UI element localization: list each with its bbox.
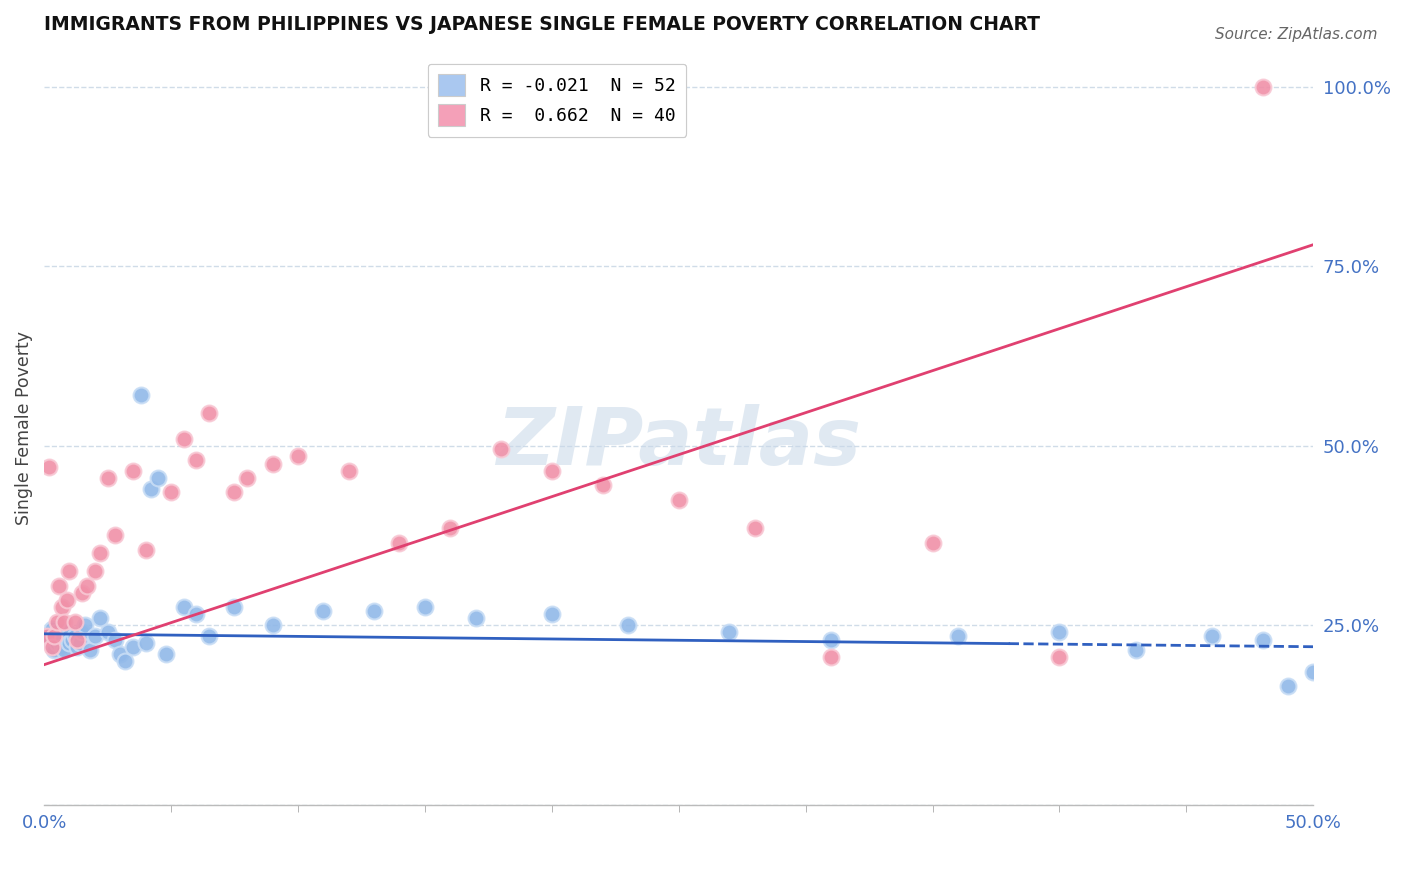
- Point: [1251, 632, 1274, 647]
- Point: [617, 618, 640, 632]
- Point: [53, 643, 76, 657]
- Point: [464, 611, 486, 625]
- Point: [122, 640, 145, 654]
- Point: [66, 632, 89, 647]
- Point: [51, 640, 73, 654]
- Point: [63, 629, 86, 643]
- Point: [97, 471, 120, 485]
- Point: [44, 640, 66, 654]
- Point: [45, 636, 67, 650]
- Point: [35, 629, 58, 643]
- Point: [44, 629, 66, 643]
- Point: [35, 629, 58, 643]
- Point: [63, 615, 86, 629]
- Point: [83, 565, 105, 579]
- Point: [262, 457, 284, 471]
- Point: [83, 629, 105, 643]
- Text: Source: ZipAtlas.com: Source: ZipAtlas.com: [1215, 27, 1378, 42]
- Point: [668, 492, 690, 507]
- Point: [388, 535, 411, 549]
- Point: [110, 647, 132, 661]
- Point: [540, 464, 562, 478]
- Y-axis label: Single Female Poverty: Single Female Poverty: [15, 331, 32, 524]
- Point: [135, 542, 157, 557]
- Point: [58, 636, 80, 650]
- Point: [76, 579, 98, 593]
- Point: [104, 528, 127, 542]
- Point: [489, 442, 512, 457]
- Point: [38, 632, 60, 647]
- Point: [1125, 643, 1147, 657]
- Point: [413, 600, 436, 615]
- Point: [224, 485, 246, 500]
- Point: [1251, 79, 1274, 94]
- Point: [60, 632, 83, 647]
- Point: [173, 600, 195, 615]
- Point: [58, 629, 80, 643]
- Point: [337, 464, 360, 478]
- Point: [439, 521, 461, 535]
- Point: [70, 625, 93, 640]
- Point: [129, 388, 152, 402]
- Point: [287, 450, 309, 464]
- Point: [97, 625, 120, 640]
- Point: [70, 586, 93, 600]
- Point: [41, 622, 63, 636]
- Point: [921, 535, 943, 549]
- Point: [139, 482, 162, 496]
- Point: [820, 632, 842, 647]
- Point: [114, 654, 136, 668]
- Point: [66, 640, 89, 654]
- Point: [312, 604, 335, 618]
- Point: [69, 636, 91, 650]
- Point: [56, 625, 79, 640]
- Point: [1302, 665, 1324, 679]
- Point: [1277, 679, 1299, 693]
- Point: [73, 618, 96, 632]
- Point: [53, 615, 76, 629]
- Point: [41, 640, 63, 654]
- Point: [45, 625, 67, 640]
- Point: [718, 625, 741, 640]
- Point: [160, 485, 183, 500]
- Point: [58, 565, 80, 579]
- Point: [79, 643, 101, 657]
- Point: [236, 471, 259, 485]
- Point: [89, 611, 111, 625]
- Point: [135, 636, 157, 650]
- Point: [224, 600, 246, 615]
- Point: [198, 406, 221, 420]
- Point: [262, 618, 284, 632]
- Point: [198, 629, 221, 643]
- Point: [44, 643, 66, 657]
- Point: [744, 521, 766, 535]
- Point: [155, 647, 177, 661]
- Point: [820, 650, 842, 665]
- Point: [38, 460, 60, 475]
- Point: [89, 546, 111, 560]
- Point: [186, 607, 208, 622]
- Point: [173, 432, 195, 446]
- Point: [48, 632, 70, 647]
- Point: [56, 593, 79, 607]
- Point: [45, 615, 67, 629]
- Point: [51, 600, 73, 615]
- Point: [946, 629, 969, 643]
- Point: [148, 471, 170, 485]
- Point: [1201, 629, 1223, 643]
- Point: [592, 478, 614, 492]
- Point: [363, 604, 385, 618]
- Point: [540, 607, 562, 622]
- Legend: R = -0.021  N = 52, R =  0.662  N = 40: R = -0.021 N = 52, R = 0.662 N = 40: [427, 63, 686, 136]
- Text: IMMIGRANTS FROM PHILIPPINES VS JAPANESE SINGLE FEMALE POVERTY CORRELATION CHART: IMMIGRANTS FROM PHILIPPINES VS JAPANESE …: [44, 15, 1040, 34]
- Point: [186, 453, 208, 467]
- Point: [1049, 625, 1071, 640]
- Text: ZIPatlas: ZIPatlas: [496, 404, 862, 482]
- Point: [122, 464, 145, 478]
- Point: [48, 579, 70, 593]
- Point: [1049, 650, 1071, 665]
- Point: [104, 632, 127, 647]
